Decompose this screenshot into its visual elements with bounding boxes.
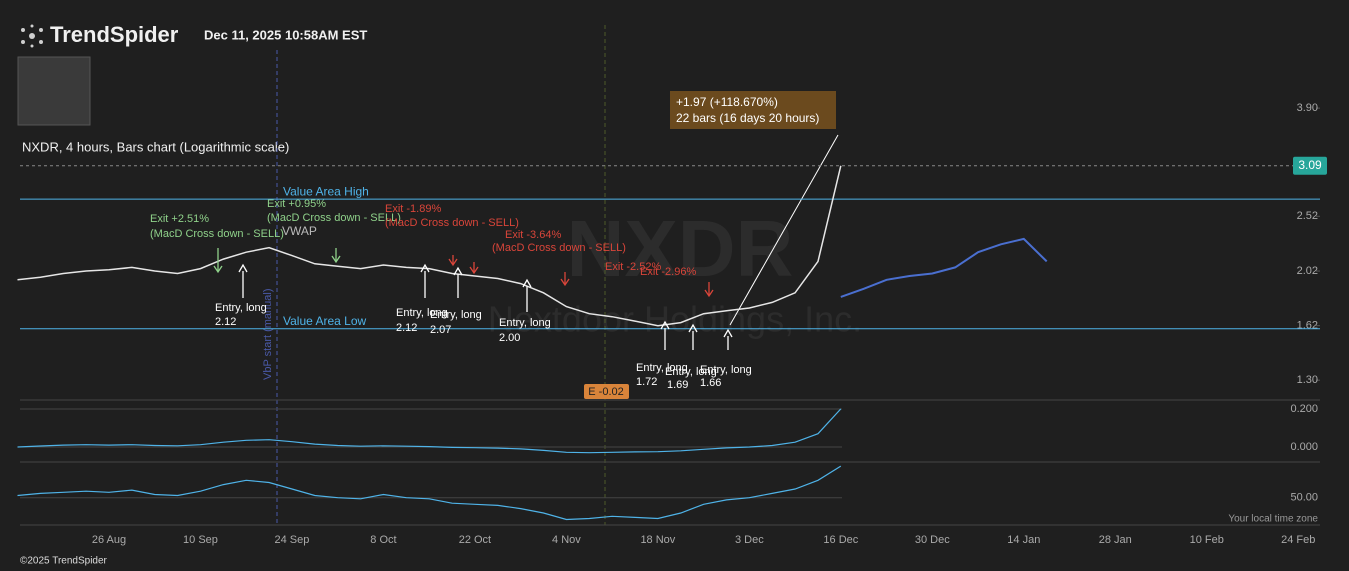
annotation: Entry, long (396, 307, 448, 319)
annotation: Exit -2.96% (640, 266, 696, 278)
measure-line (729, 134, 839, 326)
annotation: 2.12 (215, 316, 236, 328)
y-tick-label: 1.30 (1297, 374, 1318, 386)
earnings-badge (584, 384, 629, 399)
footer: ©2025 TrendSpider (20, 556, 108, 567)
x-tick-label: 3 Dec (735, 534, 764, 546)
x-tick-label: 10 Feb (1190, 534, 1224, 546)
last-price-label: 3.09 (1298, 158, 1322, 172)
macd-line (17, 408, 842, 454)
timestamp: Dec 11, 2025 10:58AM EST (204, 27, 367, 42)
price-line (17, 165, 842, 327)
x-tick-label: 14 Jan (1007, 534, 1040, 546)
y-tick-label: 50.00 (1290, 492, 1318, 504)
annotation: Exit +0.95% (267, 198, 326, 210)
entry-arrow (453, 266, 463, 298)
annotation: Exit -2.52% (605, 261, 661, 273)
exit-arrow (448, 255, 458, 267)
x-tick-label: 24 Feb (1281, 534, 1315, 546)
level-label: Value Area High (283, 184, 369, 198)
annotation: 1.66 (700, 377, 721, 389)
last-price-badge (1293, 156, 1327, 175)
y-tick-label: 0.200 (1290, 403, 1318, 415)
annotation: (MacD Cross down - SELL) (150, 228, 284, 240)
level-label: Value Area Low (283, 314, 367, 328)
entry-arrow (723, 328, 733, 350)
y-tick-label: 1.62 (1297, 320, 1318, 332)
entry-arrow (420, 263, 430, 298)
measure-box (670, 91, 836, 129)
entry-arrow (238, 263, 248, 298)
x-tick-label: 10 Sep (183, 534, 218, 546)
annotation: Entry, long (636, 362, 688, 374)
annotation: Entry, long (430, 309, 482, 321)
exit-arrow (469, 262, 479, 275)
x-tick-label: 22 Oct (459, 534, 491, 546)
entry-arrow (660, 320, 670, 350)
avatar (17, 56, 91, 126)
exit-arrow (213, 248, 223, 274)
annotation: 2.00 (499, 332, 520, 344)
brand: TrendSpider (50, 22, 179, 47)
annotation: (MacD Cross down - SELL) (385, 217, 519, 229)
annotation: Entry, long (665, 366, 717, 378)
annotation: 2.12 (396, 322, 417, 334)
x-tick-label: 28 Jan (1099, 534, 1132, 546)
annotation: Entry, long (215, 302, 267, 314)
price-line (840, 237, 1048, 298)
y-tick-label: 2.52 (1297, 210, 1318, 222)
exit-arrow (331, 248, 341, 264)
measure-bars: 22 bars (16 days 20 hours) (676, 111, 819, 125)
y-tick-label: 2.02 (1297, 265, 1318, 277)
annotation: Exit -1.89% (385, 203, 441, 215)
annotation: Exit +2.51% (150, 213, 209, 225)
annotation: Entry, long (700, 364, 752, 376)
annotation: Entry, long (499, 317, 551, 329)
exit-arrow (560, 272, 570, 287)
x-tick-label: 8 Oct (370, 534, 396, 546)
annotation: (MacD Cross down - SELL) (267, 212, 401, 224)
watermark: NXDR (567, 204, 794, 293)
x-tick-label: 26 Aug (92, 534, 126, 546)
exit-arrow (704, 282, 714, 298)
x-tick-label: 30 Dec (915, 534, 950, 546)
x-tick-label: 16 Dec (823, 534, 858, 546)
indicator-label: VWAP (282, 224, 317, 238)
timezone-note: Your local time zone (1228, 514, 1318, 525)
annotation: 1.69 (667, 379, 688, 391)
annotation: (MacD Cross down - SELL) (492, 242, 626, 254)
x-tick-label: 18 Nov (640, 534, 675, 546)
logo-icon (21, 24, 43, 48)
annotation: 1.72 (636, 376, 657, 388)
y-tick-label: 0.000 (1290, 441, 1318, 453)
vbp-label: VbP start (manual) (262, 288, 274, 380)
x-tick-label: 24 Sep (275, 534, 310, 546)
watermark-subtitle: Nextdoor Holdings, Inc. (488, 299, 862, 340)
y-tick-label: 3.90 (1297, 102, 1318, 114)
x-tick-label: 4 Nov (552, 534, 581, 546)
earnings-label: E -0.02 (588, 386, 623, 398)
entry-arrow (688, 323, 698, 350)
chart-title: NXDR, 4 hours, Bars chart (Logarithmic s… (22, 139, 289, 154)
rsi-line (17, 465, 842, 521)
annotation: Exit -3.64% (505, 229, 561, 241)
entry-arrow (522, 278, 532, 312)
measure-change: +1.97 (+118.670%) (676, 95, 778, 109)
annotation: 2.07 (430, 324, 451, 336)
